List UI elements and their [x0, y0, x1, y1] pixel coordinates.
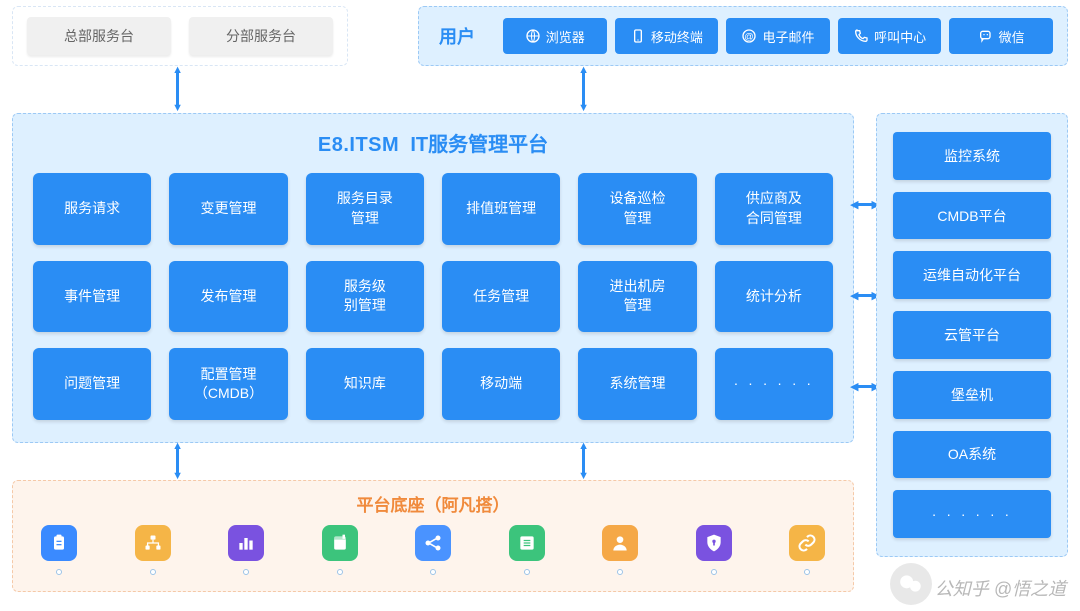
- module-9: 任务管理: [442, 261, 560, 333]
- module-16: 系统管理: [578, 348, 696, 420]
- module-5: 供应商及合同管理: [715, 173, 833, 245]
- channel-label: 移动终端: [651, 27, 703, 46]
- module-4: 设备巡检管理: [578, 173, 696, 245]
- itsm-main-panel: E8.ITSM IT服务管理平台 服务请求变更管理服务目录管理排值班管理设备巡检…: [12, 113, 854, 443]
- module-0: 服务请求: [33, 173, 151, 245]
- list-icon: [509, 525, 545, 561]
- module-17: · · · · · ·: [715, 348, 833, 420]
- base-icon-bar-chart: [224, 525, 268, 579]
- system-3: 云管平台: [893, 311, 1051, 359]
- share-icon: [415, 525, 451, 561]
- module-8: 服务级别管理: [306, 261, 424, 333]
- module-6: 事件管理: [33, 261, 151, 333]
- base-icon-link: [785, 525, 829, 579]
- module-13: 配置管理（CMDB）: [169, 348, 287, 420]
- module-2: 服务目录管理: [306, 173, 424, 245]
- email-icon: @: [741, 28, 757, 44]
- base-icon-clipboard: [37, 525, 81, 579]
- platform-base-box: 平台底座（阿凡搭）: [12, 480, 854, 592]
- channel-label: 呼叫中心: [874, 27, 926, 46]
- wechat-badge-icon: [890, 563, 932, 605]
- base-icon-share: [411, 525, 455, 579]
- system-1: CMDB平台: [893, 192, 1051, 240]
- module-12: 问题管理: [33, 348, 151, 420]
- mobile-icon: [630, 28, 646, 44]
- main-title: E8.ITSM IT服务管理平台: [33, 128, 833, 157]
- external-systems-box: 监控系统 CMDB平台运维自动化平台云管平台堡垒机 OA系统 · · · · · ·: [876, 113, 1068, 557]
- module-10: 进出机房管理: [578, 261, 696, 333]
- arrow-user-to-main: [582, 72, 585, 106]
- title-text: IT服务管理平台: [410, 134, 548, 156]
- arrow-main-right-3: [858, 385, 872, 388]
- base-icon-list: [505, 525, 549, 579]
- user-channels-box: 用户 浏览器 移动终端 @ 电子邮件 呼叫中心 微信: [418, 6, 1068, 66]
- base-title: 平台底座（阿凡搭）: [33, 491, 833, 516]
- arrow-main-to-base-2: [582, 448, 585, 474]
- org-chart-icon: [135, 525, 171, 561]
- connector-dot: [243, 569, 249, 575]
- module-11: 统计分析: [715, 261, 833, 333]
- arrow-main-right-2: [858, 294, 872, 297]
- base-icon-person: [598, 525, 642, 579]
- watermark: 公知乎 @悟之道: [935, 575, 1066, 601]
- wechat-icon: [978, 28, 994, 44]
- base-icon-org-chart: [131, 525, 175, 579]
- shield-icon: [696, 525, 732, 561]
- connector-dot: [804, 569, 810, 575]
- connector-dot: [524, 569, 530, 575]
- desk-hq: 总部服务台: [27, 17, 171, 55]
- channel-label: 浏览器: [546, 27, 585, 46]
- connector-dot: [617, 569, 623, 575]
- channel-browser: 浏览器: [503, 18, 607, 54]
- system-2: 运维自动化平台: [893, 251, 1051, 299]
- phone-icon: [853, 28, 869, 44]
- connector-dot: [150, 569, 156, 575]
- brand: E8.ITSM: [318, 134, 399, 156]
- browser-icon: [525, 28, 541, 44]
- module-14: 知识库: [306, 348, 424, 420]
- arrow-main-right-1: [858, 203, 872, 206]
- connector-dot: [56, 569, 62, 575]
- connector-dot: [430, 569, 436, 575]
- system-6: · · · · · ·: [893, 490, 1051, 538]
- module-grid: 服务请求变更管理服务目录管理排值班管理设备巡检管理供应商及合同管理事件管理发布管…: [33, 173, 833, 420]
- channel-mobile: 移动终端: [615, 18, 719, 54]
- link-icon: [789, 525, 825, 561]
- book-icon: [322, 525, 358, 561]
- arrow-desk-to-main: [176, 72, 179, 106]
- base-icon-shield: [692, 525, 736, 579]
- channel-email: @ 电子邮件: [726, 18, 830, 54]
- module-3: 排值班管理: [442, 173, 560, 245]
- clipboard-icon: [41, 525, 77, 561]
- channel-phone: 呼叫中心: [838, 18, 942, 54]
- svg-text:@: @: [745, 31, 754, 41]
- person-icon: [602, 525, 638, 561]
- channel-label: 微信: [999, 27, 1025, 46]
- system-4: 堡垒机: [893, 371, 1051, 419]
- system-0: 监控系统: [893, 132, 1051, 180]
- user-label: 用户: [439, 23, 475, 49]
- desk-branch: 分部服务台: [189, 17, 333, 55]
- module-1: 变更管理: [169, 173, 287, 245]
- channel-label: 电子邮件: [762, 27, 814, 46]
- module-15: 移动端: [442, 348, 560, 420]
- channel-wechat: 微信: [949, 18, 1053, 54]
- connector-dot: [711, 569, 717, 575]
- arrow-main-to-base-1: [176, 448, 179, 474]
- module-7: 发布管理: [169, 261, 287, 333]
- system-5: OA系统: [893, 431, 1051, 479]
- bar-chart-icon: [228, 525, 264, 561]
- service-desk-box: 总部服务台 分部服务台: [12, 6, 348, 66]
- connector-dot: [337, 569, 343, 575]
- base-icon-book: [318, 525, 362, 579]
- base-icon-row: [33, 524, 833, 579]
